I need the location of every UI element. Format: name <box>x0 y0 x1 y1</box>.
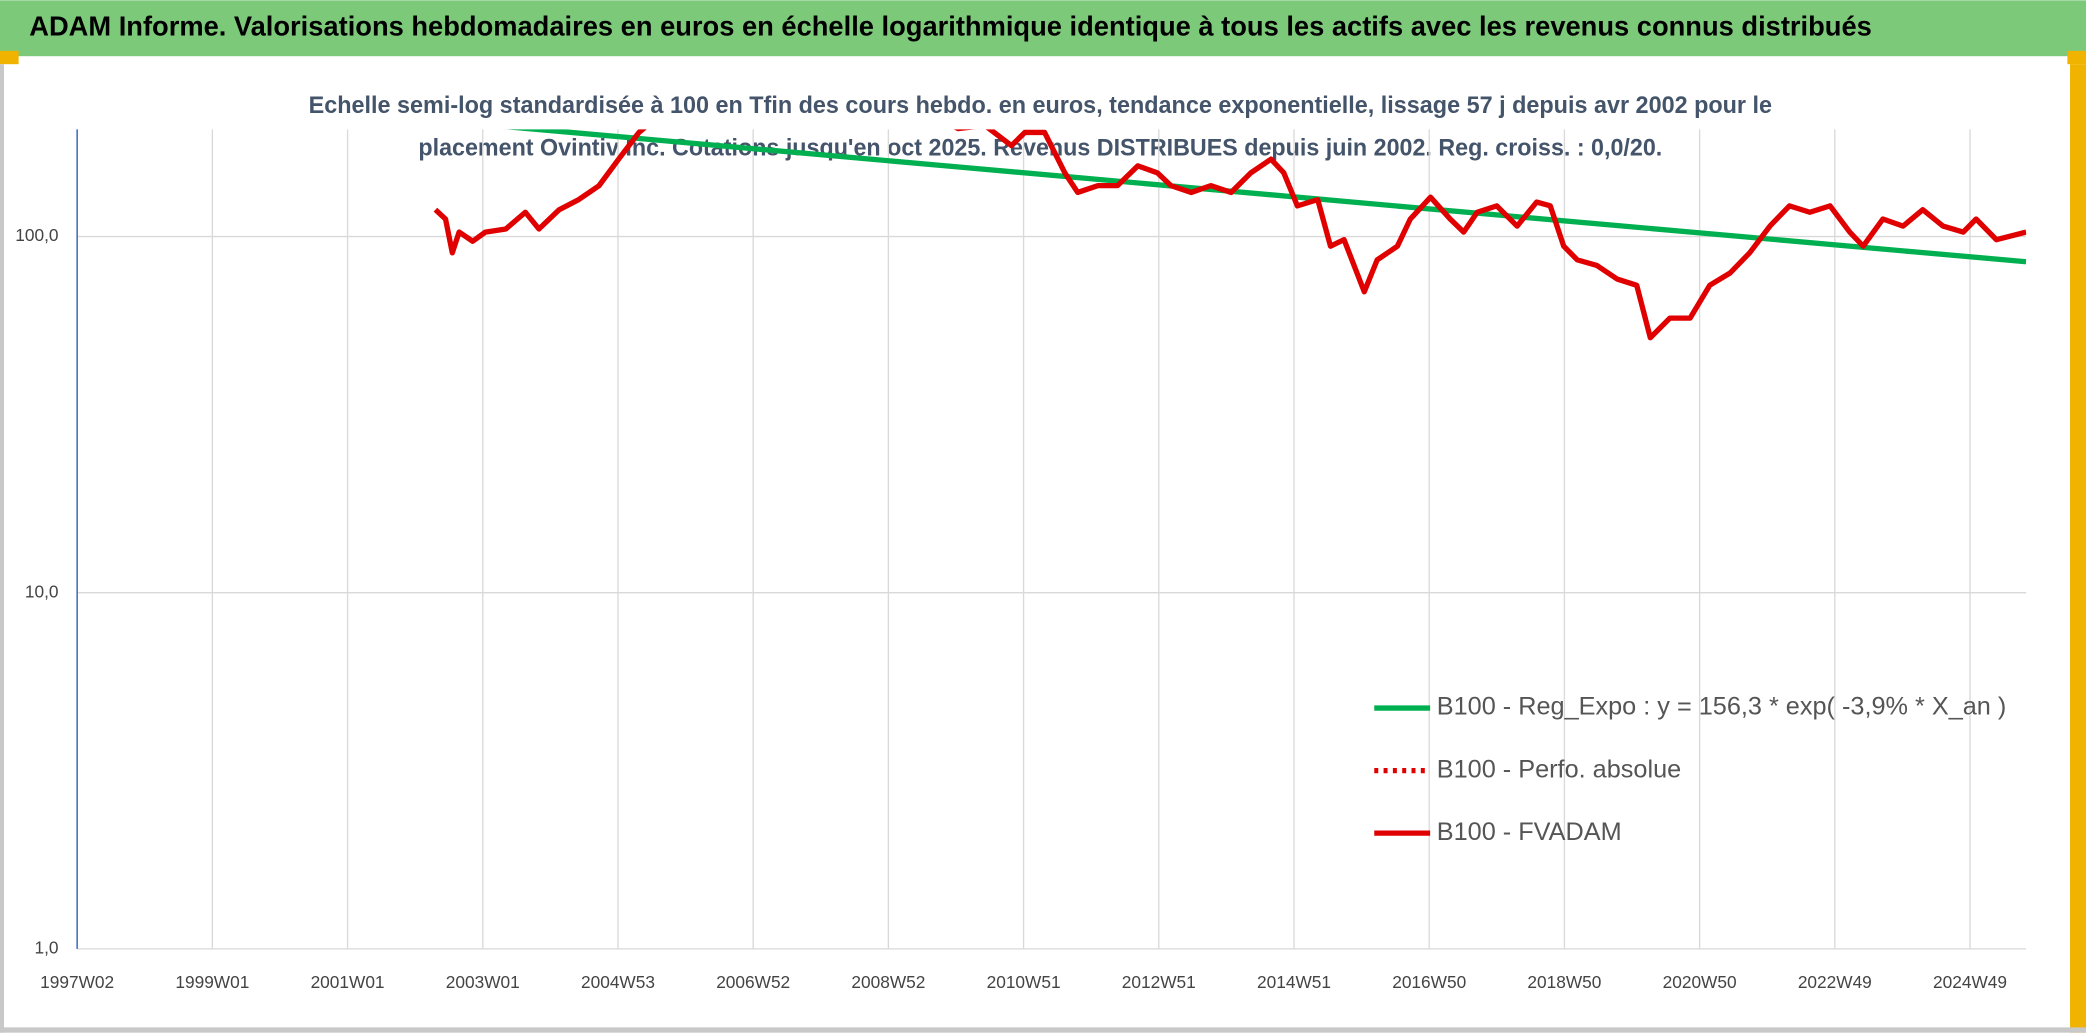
x-tick-label: 2008W52 <box>851 972 925 992</box>
x-tick-label: 2010W51 <box>987 972 1061 992</box>
chart-subtitle: placement Ovintiv Inc. Cotations jusqu'e… <box>418 135 1662 162</box>
legend: B100 - Reg_Expo : y = 156,3 * exp( -3,9%… <box>1374 693 2006 846</box>
corner <box>2067 50 2086 65</box>
x-tick-label: 2006W52 <box>716 972 790 992</box>
legend-label: B100 - FVADAM <box>1437 818 1622 846</box>
chart-subtitle: Echelle semi-log standardisée à 100 en T… <box>309 92 1772 119</box>
x-tick-label: 1999W01 <box>175 972 249 992</box>
legend-label: B100 - Perfo. absolue <box>1437 755 1681 783</box>
x-tick-label: 2003W01 <box>446 972 520 992</box>
x-tick-label: 2022W49 <box>1798 972 1872 992</box>
x-tick-label: 1997W02 <box>40 972 114 992</box>
x-tick-label: 2001W01 <box>311 972 385 992</box>
corner <box>0 50 19 65</box>
series-line <box>433 129 2027 341</box>
x-tick-label: 2016W50 <box>1392 972 1466 992</box>
title-bar <box>0 0 2086 57</box>
legend-label: B100 - Reg_Expo : y = 156,3 * exp( -3,9%… <box>1437 693 2007 721</box>
x-tick-label: 2014W51 <box>1257 972 1331 992</box>
y-tick-label: 10,0 <box>25 581 59 601</box>
x-tick-label: 2004W53 <box>581 972 655 992</box>
x-tick-label: 2020W50 <box>1663 972 1737 992</box>
grid: 1,0 10,0 100,0 1997W02 1999W01 2001W01 2003W01… <box>15 129 2027 992</box>
border <box>2070 64 2086 1033</box>
chart-title: ADAM Informe. Valorisations hebdomadaire… <box>29 11 1872 42</box>
x-tick-label: 2012W51 <box>1122 972 1196 992</box>
y-tick-label: 100,0 <box>15 225 58 245</box>
border <box>0 64 4 1033</box>
border <box>0 1027 2086 1033</box>
x-tick-label: 2018W50 <box>1527 972 1601 992</box>
plot-area <box>433 129 2027 341</box>
y-tick-label: 1,0 <box>35 937 59 957</box>
x-tick-label: 2024W49 <box>1933 972 2007 992</box>
